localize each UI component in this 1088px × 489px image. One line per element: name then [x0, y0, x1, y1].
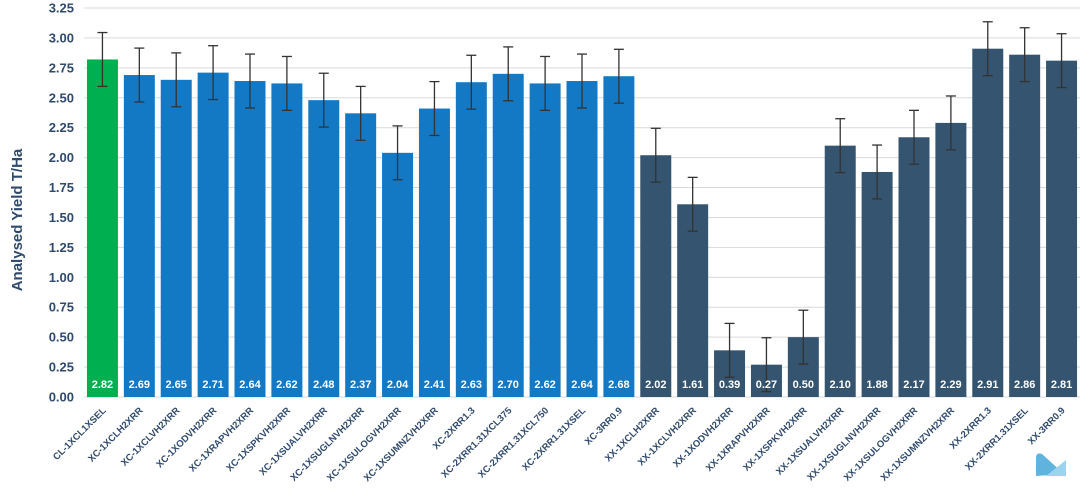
bar: [86, 59, 118, 398]
bar: [1046, 60, 1078, 398]
bar: [935, 122, 967, 398]
error-bars: [97, 21, 1067, 393]
x-tick-label: XX-1XSUGLNVH2XRR: [805, 405, 883, 483]
y-tick-label: 2.25: [49, 120, 74, 135]
data-label: 0.39: [719, 379, 740, 391]
y-tick-label: 0.75: [49, 300, 74, 315]
bar: [492, 73, 524, 397]
x-tick-label: XX-3RR0.9: [1026, 405, 1068, 447]
data-label: 0.50: [793, 379, 814, 391]
y-axis-title: Analysed Yield T/Ha: [9, 148, 26, 291]
bar: [345, 113, 377, 398]
x-tick-label: XX-1XSPKVH2XRR: [741, 405, 809, 473]
x-tick-label: XC-1XRAPVH2XRR: [187, 405, 256, 474]
y-tick-label: 2.75: [49, 60, 74, 75]
y-tick-label: 3.00: [49, 30, 74, 45]
x-tick-label: XC-1XSULOGVH2XRR: [325, 405, 404, 484]
bar: [824, 145, 856, 397]
x-tick-label: XC-1XSUMNZVH2XRR: [362, 405, 441, 484]
data-label: 0.27: [756, 379, 777, 391]
bar: [234, 81, 266, 398]
data-label: 2.37: [350, 379, 371, 391]
data-label: 2.10: [830, 379, 851, 391]
y-tick-label: 2.00: [49, 150, 74, 165]
bar: [972, 48, 1004, 398]
x-tick-label: XC-2XRR1.31XCL375: [439, 405, 514, 480]
x-tick-label: XC-2XRR1.31XCL750: [476, 405, 551, 480]
data-label: 2.71: [202, 379, 223, 391]
y-tick-label: 1.50: [49, 210, 74, 225]
data-label: 2.48: [313, 379, 334, 391]
data-label: 2.68: [608, 379, 629, 391]
y-tick-label: 0.25: [49, 360, 74, 375]
bar: [382, 152, 414, 397]
data-label: 1.61: [682, 379, 703, 391]
data-label: 2.62: [276, 379, 297, 391]
data-label: 2.64: [571, 379, 593, 391]
data-label: 2.64: [239, 379, 261, 391]
data-label: 2.41: [424, 379, 445, 391]
data-label: 2.81: [1051, 379, 1072, 391]
x-tick-label: XC-2XRR1.31XSEL: [520, 405, 588, 473]
data-label: 2.86: [1014, 379, 1035, 391]
y-tick-label: 3.25: [49, 1, 74, 16]
bar: [123, 75, 155, 397]
x-tick-label: XC-1XSUALVH2XRR: [257, 405, 330, 478]
y-tick-label: 0.00: [49, 390, 74, 405]
y-tick-label: 1.00: [49, 270, 74, 285]
x-axis-labels: CL-1XCL1XSELXC-1XCLH2XRRXC-1XCLVH2XRRXC-…: [51, 405, 1068, 484]
y-tick-label: 0.50: [49, 330, 74, 345]
bar: [640, 155, 672, 397]
x-tick-label: XX-2XRR1.31XSEL: [963, 405, 1031, 473]
bar: [197, 72, 229, 397]
y-axis-ticks: 0.00 0.25 0.50 0.75 1.00 1.25 1.50 1.75 2.00 2.25…: [49, 1, 74, 405]
data-label: 2.91: [977, 379, 998, 391]
data-label: 2.69: [129, 379, 150, 391]
data-label: 2.02: [645, 379, 666, 391]
data-label: 2.82: [92, 379, 113, 391]
x-tick-label: XC-1XSPKVH2XRR: [224, 405, 293, 474]
bar: [603, 76, 635, 398]
y-tick-label: 2.50: [49, 90, 74, 105]
logo-icon: [1036, 453, 1066, 476]
bar: [160, 79, 192, 398]
bar: [455, 82, 487, 397]
x-tick-label: XX-1XSULOGVH2XRR: [842, 405, 920, 483]
bars: [86, 48, 1078, 398]
y-tick-label: 1.75: [49, 180, 74, 195]
y-tick-label: 1.25: [49, 240, 74, 255]
bar: [1009, 54, 1041, 398]
bar: [677, 204, 709, 397]
x-tick-label: XX-1XSUMNZVH2XRR: [879, 405, 957, 483]
bar: [308, 100, 340, 397]
value-labels: 2.82 2.69 2.65 2.71 2.64 2.62 2.48 2.37 2.04 2.41…: [92, 379, 1073, 391]
data-label: 1.88: [866, 379, 887, 391]
bar: [898, 137, 930, 397]
data-label: 2.70: [498, 379, 519, 391]
bar: [529, 83, 561, 397]
bar: [566, 81, 598, 398]
bar: [418, 108, 450, 398]
data-label: 2.17: [903, 379, 924, 391]
data-label: 2.65: [166, 379, 187, 391]
data-label: 2.63: [461, 379, 482, 391]
x-tick-label: XX-1XRAPVH2XRR: [704, 405, 773, 474]
x-tick-label: XC-1XSUGLNVH2XRR: [288, 405, 366, 483]
bar: [271, 83, 303, 397]
data-label: 2.62: [534, 379, 555, 391]
data-label: 2.29: [940, 379, 961, 391]
data-label: 2.04: [387, 379, 409, 391]
x-tick-label: XX-1XSUALVH2XRR: [774, 405, 846, 477]
bar: [861, 171, 893, 397]
